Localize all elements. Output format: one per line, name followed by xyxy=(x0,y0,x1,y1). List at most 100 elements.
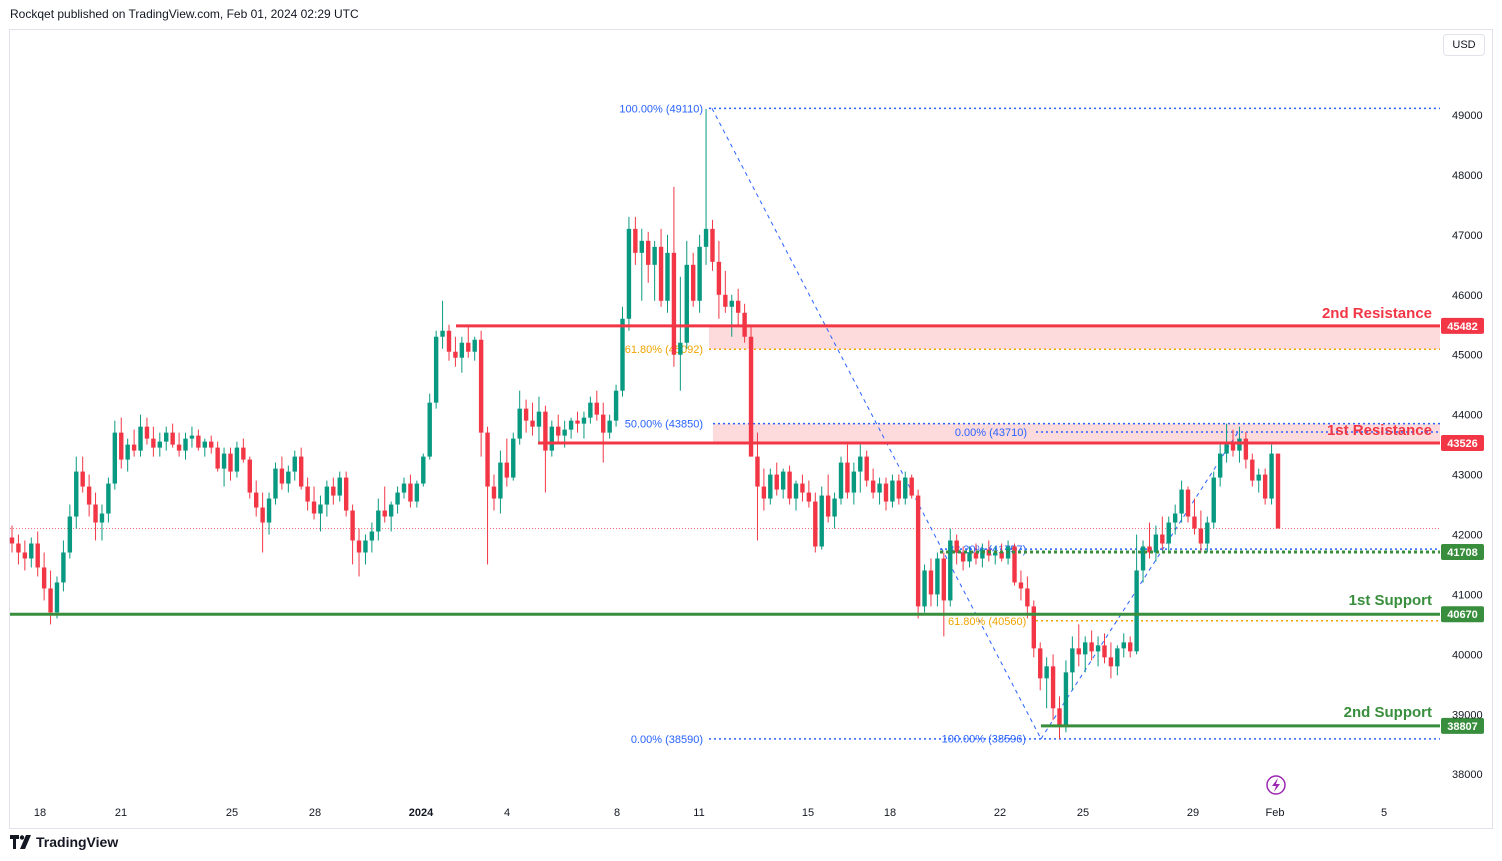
candle-body xyxy=(1217,453,1223,478)
candle-body xyxy=(119,432,124,460)
candle-body xyxy=(1057,708,1062,727)
price-tag xyxy=(1441,317,1484,334)
price-tag xyxy=(1441,606,1484,623)
candle-body xyxy=(350,510,355,541)
candle-body xyxy=(1237,438,1242,451)
candle-body xyxy=(633,228,638,253)
y-tick-label: 44000 xyxy=(1452,410,1483,422)
candle-body xyxy=(690,264,696,301)
fib-label: 50.00% (43850) xyxy=(625,419,703,431)
candle-body xyxy=(466,342,471,352)
candle-body xyxy=(909,477,914,496)
candle-body xyxy=(221,453,227,469)
candle-body xyxy=(266,498,272,523)
x-tick-label: 5 xyxy=(1381,807,1387,819)
candle-layer xyxy=(9,109,1281,739)
y-tick-label: 47000 xyxy=(1452,230,1483,242)
candle-body xyxy=(1172,513,1178,523)
candle-body xyxy=(1044,666,1049,679)
candle-body xyxy=(915,495,921,607)
fib-label: 61.80% (40560) xyxy=(948,616,1026,628)
event-icon-ring xyxy=(1266,775,1286,795)
candle-body xyxy=(1153,534,1159,553)
level-label: 1st Resistance xyxy=(1327,422,1432,439)
candle-body xyxy=(318,504,323,514)
candle-body xyxy=(189,435,195,439)
candle-body xyxy=(356,540,362,553)
candle-body xyxy=(1025,588,1030,607)
candle-body xyxy=(581,417,587,424)
candle-body xyxy=(671,252,677,355)
candle-body xyxy=(170,432,175,445)
candle-body xyxy=(401,483,407,493)
candle-body xyxy=(1205,522,1210,544)
candle-body xyxy=(1269,453,1274,499)
candle-body xyxy=(1127,642,1133,652)
candle-body xyxy=(1102,645,1107,658)
candle-body xyxy=(491,486,497,499)
candle-body xyxy=(1063,672,1069,727)
candle-body xyxy=(1018,582,1024,589)
candle-body xyxy=(1108,657,1114,667)
candle-body xyxy=(369,531,375,541)
candle-body xyxy=(652,246,657,265)
candle-body xyxy=(164,432,169,442)
candle-body xyxy=(1070,648,1075,673)
candle-body xyxy=(1095,645,1101,652)
candle-body xyxy=(980,549,985,559)
candle-body xyxy=(388,504,394,517)
candle-body xyxy=(851,471,857,493)
candle-body xyxy=(202,441,207,448)
candle-body xyxy=(1050,666,1056,709)
candle-body xyxy=(877,483,882,493)
candle-body xyxy=(703,228,709,247)
candle-body xyxy=(459,342,465,358)
candle-body xyxy=(626,228,632,319)
candle-body xyxy=(806,492,812,502)
candle-body xyxy=(35,543,40,568)
candle-body xyxy=(67,516,73,553)
candle-body xyxy=(176,444,182,451)
candle-body xyxy=(305,486,310,502)
fib-trend-line xyxy=(1040,431,1239,740)
candle-body xyxy=(427,402,432,457)
candle-body xyxy=(870,480,876,493)
candle-body xyxy=(935,558,940,595)
candle-body xyxy=(138,426,143,451)
y-tick-label: 42000 xyxy=(1452,530,1483,542)
candle-body xyxy=(588,402,593,418)
price-tag xyxy=(1441,435,1484,452)
candle-body xyxy=(838,462,844,499)
candle-body xyxy=(748,336,754,457)
candle-body xyxy=(29,543,34,559)
candle-body xyxy=(684,264,689,343)
candle-body xyxy=(1140,546,1146,571)
candle-body xyxy=(363,540,368,553)
candle-body xyxy=(382,510,387,517)
candle-body xyxy=(575,420,580,424)
candle-body xyxy=(928,570,934,595)
candle-body xyxy=(74,471,79,517)
tradingview-brand: TradingView xyxy=(36,834,119,850)
candle-body xyxy=(286,471,291,484)
candle-body xyxy=(1121,642,1126,649)
chart-frame[interactable] xyxy=(9,29,1493,829)
x-tick-label: 28 xyxy=(309,807,321,819)
x-tick-label: 25 xyxy=(1077,807,1089,819)
y-tick-label: 48000 xyxy=(1452,170,1483,182)
candle-body xyxy=(556,426,561,436)
currency-badge[interactable]: USD xyxy=(1443,34,1485,56)
candle-body xyxy=(658,246,664,301)
footer: TradingView xyxy=(10,834,118,850)
candle-body xyxy=(54,582,60,613)
candle-body xyxy=(813,501,818,547)
candle-body xyxy=(613,390,619,421)
candle-body xyxy=(1262,474,1268,499)
candle-body xyxy=(324,486,330,505)
candle-body xyxy=(234,447,240,472)
candle-body xyxy=(601,414,606,433)
candle-body xyxy=(292,456,297,472)
candle-body xyxy=(523,408,529,421)
level-layer: 2nd Resistance 45482 1st Resistance 43526 41… xyxy=(10,305,1484,734)
